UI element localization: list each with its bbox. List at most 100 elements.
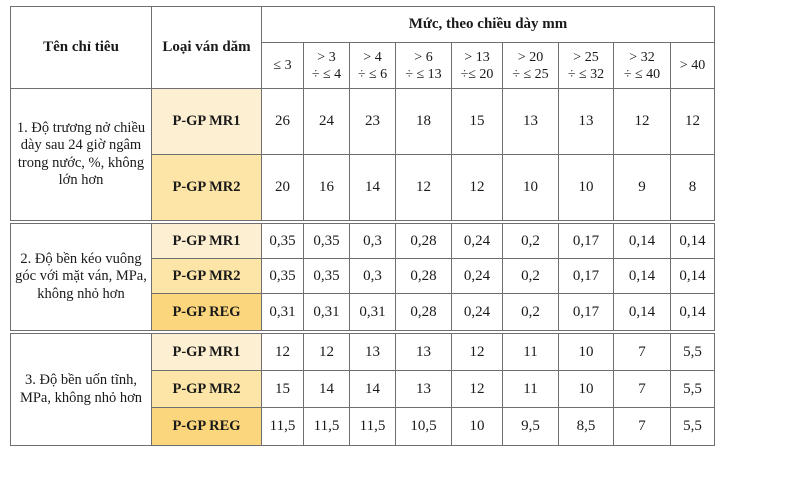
value-cell: 14 [349, 370, 396, 408]
value-cell: 0,14 [670, 258, 715, 294]
value-cell: 14 [303, 370, 350, 408]
value-cell: 0,35 [303, 223, 350, 259]
value-cell: 11,5 [303, 407, 350, 446]
value-cell: 0,28 [395, 258, 452, 294]
value-cell: 0,31 [349, 293, 396, 331]
table-row: 2. Độ bền kéo vuông góc với mặt ván, MPa… [10, 223, 715, 331]
board-type-cell: P-GP REG [151, 293, 262, 331]
table-row: P-GP MR2 20 16 14 12 12 10 10 9 8 [11, 154, 715, 221]
thickness-header: > 6 ÷ ≤ 13 [395, 42, 452, 89]
thickness-header: > 25 ÷ ≤ 32 [558, 42, 614, 89]
table-row: 1. Độ trương nở chiều dày sau 24 giờ ngâ… [10, 88, 715, 221]
value-cell: 0,2 [502, 223, 559, 259]
value-cell: 12 [261, 333, 304, 371]
value-cell: 11,5 [261, 407, 304, 446]
value-cell: 16 [303, 154, 350, 221]
value-cell: 11 [502, 370, 559, 408]
thickness-header: > 20 ÷ ≤ 25 [502, 42, 559, 89]
value-cell: 13 [349, 333, 396, 371]
board-type-cell: P-GP MR1 [151, 333, 262, 371]
value-cell: 12 [451, 154, 503, 221]
value-cell: 9,5 [502, 407, 559, 446]
value-cell: 9 [613, 154, 671, 221]
table-row: P-GP MR2 0,35 0,35 0,3 0,28 0,24 0,2 0,1… [11, 258, 715, 294]
value-cell: 0,28 [395, 223, 452, 259]
value-cell: 0,14 [670, 293, 715, 331]
value-cell: 15 [451, 88, 503, 155]
value-cell: 0,24 [451, 223, 503, 259]
value-cell: 0,3 [349, 223, 396, 259]
value-cell: 23 [349, 88, 396, 155]
value-cell: 11,5 [349, 407, 396, 446]
board-type-cell: P-GP MR1 [151, 223, 262, 259]
value-cell: 15 [261, 370, 304, 408]
value-cell: 7 [613, 407, 671, 446]
thickness-header: > 13 ÷≤ 20 [451, 42, 503, 89]
header-row-top: Tên chỉ tiêu Loại ván dăm Mức, theo chiề… [10, 6, 715, 89]
value-cell: 13 [502, 88, 559, 155]
value-cell: 10 [558, 370, 614, 408]
board-type-cell: P-GP MR2 [151, 258, 262, 294]
value-cell: 12 [395, 154, 452, 221]
value-cell: 0,2 [502, 258, 559, 294]
criteria-cell: 3. Độ bền uốn tĩnh, MPa, không nhỏ hơn [10, 333, 152, 446]
value-cell: 0,35 [261, 223, 304, 259]
value-cell: 0,24 [451, 293, 503, 331]
board-type-cell: P-GP MR2 [151, 154, 262, 221]
value-cell: 0,28 [395, 293, 452, 331]
thickness-header: > 4 ÷ ≤ 6 [349, 42, 396, 89]
table-row: P-GP MR2 15 14 14 13 12 11 10 7 5,5 [11, 370, 715, 408]
value-cell: 0,14 [613, 293, 671, 331]
value-cell: 12 [670, 88, 715, 155]
board-type-cell: P-GP REG [151, 407, 262, 446]
value-cell: 13 [395, 370, 452, 408]
value-cell: 0,14 [613, 258, 671, 294]
specification-table: Tên chỉ tiêu Loại ván dăm Mức, theo chiề… [10, 6, 715, 446]
value-cell: 10,5 [395, 407, 452, 446]
value-cell: 10 [558, 154, 614, 221]
value-cell: 0,2 [502, 293, 559, 331]
value-cell: 0,3 [349, 258, 396, 294]
value-cell: 12 [451, 370, 503, 408]
value-cell: 12 [451, 333, 503, 371]
value-cell: 5,5 [670, 333, 715, 371]
value-cell: 26 [261, 88, 304, 155]
thickness-header: > 32 ÷ ≤ 40 [613, 42, 671, 89]
value-cell: 0,24 [451, 258, 503, 294]
value-cell: 0,17 [558, 293, 614, 331]
value-cell: 0,17 [558, 258, 614, 294]
table-row: P-GP REG 0,31 0,31 0,31 0,28 0,24 0,2 0,… [11, 293, 715, 331]
value-cell: 0,17 [558, 223, 614, 259]
header-row-thickness: ≤ 3 > 3 ÷ ≤ 4 > 4 ÷ ≤ 6 > 6 ÷ ≤ 13 > 13 ÷≤ 2… [11, 42, 715, 89]
value-cell: 12 [303, 333, 350, 371]
value-cell: 5,5 [670, 370, 715, 408]
value-cell: 24 [303, 88, 350, 155]
value-cell: 11 [502, 333, 559, 371]
value-cell: 0,35 [261, 258, 304, 294]
thickness-header: > 3 ÷ ≤ 4 [303, 42, 350, 89]
value-cell: 10 [502, 154, 559, 221]
value-cell: 0,14 [613, 223, 671, 259]
thickness-group-header: Mức, theo chiều dày mm [261, 6, 715, 43]
value-cell: 12 [613, 88, 671, 155]
value-cell: 0,31 [261, 293, 304, 331]
value-cell: 7 [613, 370, 671, 408]
criteria-cell: 2. Độ bền kéo vuông góc với mặt ván, MPa… [10, 223, 152, 331]
value-cell: 0,14 [670, 223, 715, 259]
value-cell: 0,35 [303, 258, 350, 294]
value-cell: 10 [558, 333, 614, 371]
value-cell: 5,5 [670, 407, 715, 446]
board-type-header: Loại ván dăm [151, 6, 262, 89]
value-cell: 8 [670, 154, 715, 221]
value-cell: 10 [451, 407, 503, 446]
value-cell: 14 [349, 154, 396, 221]
value-cell: 18 [395, 88, 452, 155]
table-row: P-GP REG 11,5 11,5 11,5 10,5 10 9,5 8,5 … [11, 407, 715, 446]
value-cell: 8,5 [558, 407, 614, 446]
board-type-cell: P-GP MR2 [151, 370, 262, 408]
thickness-header: > 40 [670, 42, 715, 89]
table-row: 3. Độ bền uốn tĩnh, MPa, không nhỏ hơn P… [10, 333, 715, 446]
value-cell: 7 [613, 333, 671, 371]
criteria-cell: 1. Độ trương nở chiều dày sau 24 giờ ngâ… [10, 88, 152, 221]
value-cell: 0,31 [303, 293, 350, 331]
